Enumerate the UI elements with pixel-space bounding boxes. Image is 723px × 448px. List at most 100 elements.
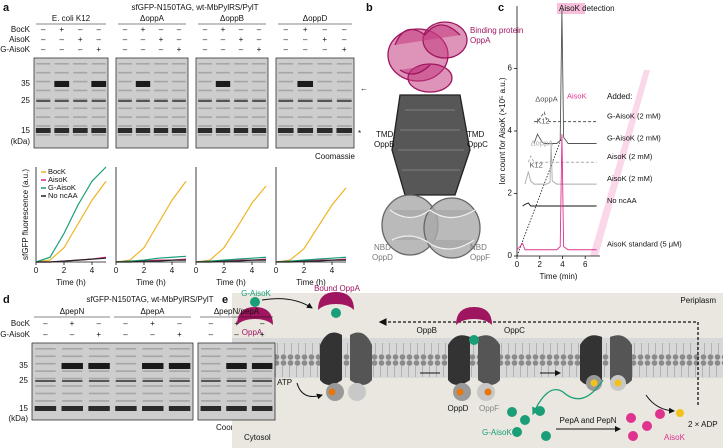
y-tick-label: 2 (508, 189, 513, 198)
gel-band (198, 134, 212, 136)
gel-band (252, 348, 272, 350)
gel-band (169, 392, 190, 395)
gel-band (336, 63, 352, 65)
gel-band (197, 128, 213, 133)
gel-band (35, 370, 56, 372)
structure-label: OppA (470, 36, 491, 45)
gel-band (142, 385, 163, 387)
lane-sign: – (60, 45, 65, 54)
gel-band (297, 134, 313, 136)
gel-band (54, 63, 69, 65)
lane-sign: – (203, 25, 208, 34)
gel-band (136, 98, 150, 101)
lane-sign: + (239, 35, 244, 44)
lane-sign: – (342, 25, 347, 34)
gel-band (91, 128, 107, 133)
gel-band (35, 377, 56, 380)
gel-band (54, 71, 69, 74)
gel-band (73, 100, 88, 102)
lane-sign: – (203, 45, 208, 54)
gel-band (115, 348, 137, 350)
gel-band (252, 370, 272, 372)
gel-band (233, 128, 249, 133)
gel-band (234, 80, 248, 83)
gel-band (336, 80, 352, 83)
gel-band (154, 98, 168, 101)
gel-band (115, 380, 137, 382)
gel-band (91, 116, 106, 118)
gel-band (62, 370, 83, 372)
gel-band (154, 134, 168, 136)
gel-band (142, 370, 163, 372)
gel-band (91, 125, 106, 127)
gel-band (297, 100, 313, 102)
gel-band (216, 134, 230, 136)
lane-sign: + (96, 45, 101, 54)
gel-band (200, 406, 222, 411)
gel-band (226, 377, 247, 380)
lane-sign: + (322, 35, 327, 44)
gel-band (73, 134, 88, 136)
gel-band (198, 116, 212, 118)
legend-title: Added: (607, 92, 632, 101)
gel-band (136, 89, 150, 92)
gel-band (154, 80, 168, 83)
gel-band (35, 400, 56, 402)
region-label: Cytosol (244, 433, 271, 442)
stain-label: Coomassie (315, 152, 356, 161)
gel-band (252, 134, 266, 136)
gel-band (36, 98, 51, 101)
gel-band (169, 385, 190, 387)
gel-band (88, 363, 110, 369)
series-line (276, 259, 346, 263)
molecule-label: AisoK (664, 433, 686, 442)
gel-band (297, 81, 314, 87)
molecule-label: G-AisoK (482, 428, 512, 437)
lane-sign: + (177, 330, 182, 339)
gel-band (252, 400, 272, 402)
strain-label: ΔoppB (220, 14, 244, 23)
gel-band (54, 89, 69, 92)
gel-band (142, 406, 164, 411)
lane-sign: – (150, 330, 155, 339)
lane-sign: – (257, 35, 262, 44)
gel-band (91, 63, 106, 65)
gel-band (35, 380, 56, 382)
gel-band (62, 380, 83, 382)
lane-sign: – (284, 35, 289, 44)
gel-band (297, 63, 313, 65)
lane-sign: – (239, 25, 244, 34)
lane-sign: – (177, 25, 182, 34)
series-line (35, 180, 107, 263)
gel-band (336, 128, 353, 133)
gel-band (201, 370, 221, 372)
gel-band (216, 71, 230, 74)
lane-sign: – (177, 35, 182, 44)
x-tick-label: 0 (194, 266, 199, 275)
gel-band (226, 392, 247, 395)
gel-band (62, 377, 83, 380)
gel-band (198, 125, 212, 127)
gel-band (118, 80, 132, 83)
gel-band (252, 355, 272, 358)
series-label: G-AisoK (2 mM) (607, 133, 661, 142)
molecule-label: 2 × ADP (688, 420, 718, 429)
gel-band (73, 63, 88, 65)
gel-band (61, 363, 83, 369)
gel-band (297, 71, 313, 74)
lane-sign: – (96, 319, 101, 328)
protein-label: OppC (504, 326, 525, 335)
gel-band (142, 392, 163, 395)
gel-band (252, 116, 266, 118)
gel-band (169, 348, 190, 350)
gel-band (336, 98, 352, 101)
peak-annotation: ΔoppA (531, 138, 554, 147)
lane-sign: – (41, 25, 46, 34)
gel-band (135, 81, 151, 87)
gel-band (252, 100, 266, 102)
gel-band (198, 107, 212, 110)
gel-band (54, 128, 70, 133)
protein-label: OppB (417, 326, 437, 335)
lane-sign: – (203, 35, 208, 44)
